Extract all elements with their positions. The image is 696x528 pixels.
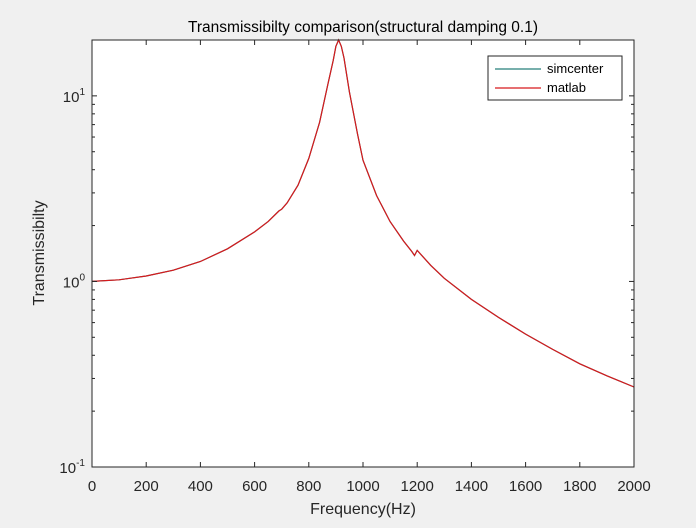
x-tick-label: 0 [88,478,96,495]
legend-label-matlab: matlab [547,80,586,95]
x-tick-label: 1000 [346,478,379,495]
x-tick-label: 1200 [401,478,434,495]
legend-label-simcenter: simcenter [547,61,604,76]
y-tick-label: 10-1 [59,458,85,477]
x-tick-label: 1400 [455,478,488,495]
x-tick-label: 200 [134,478,159,495]
y-tick-label: 101 [63,87,86,106]
chart-title: Transmissibilty comparison(structural da… [188,19,538,36]
x-tick-label: 400 [188,478,213,495]
x-axis-label: Frequency(Hz) [310,501,416,518]
x-tick-label: 600 [242,478,267,495]
x-tick-label: 1800 [563,478,596,495]
series-line-matlab [91,38,635,388]
y-axis-label: Transmissibilty [31,200,48,305]
x-tick-label: 800 [296,478,321,495]
legend: simcenter matlab [487,55,623,101]
x-tick-label: 2000 [617,478,650,495]
axes-box [91,39,635,468]
x-ticks: 0 200 400 600 800 1000 1200 1400 1600 1800 2000 [88,40,651,495]
y-tick-label: 100 [63,272,86,291]
plot-area [92,40,634,467]
legend-box [487,55,623,101]
series-layer [91,38,635,388]
x-tick-label: 1600 [509,478,542,495]
